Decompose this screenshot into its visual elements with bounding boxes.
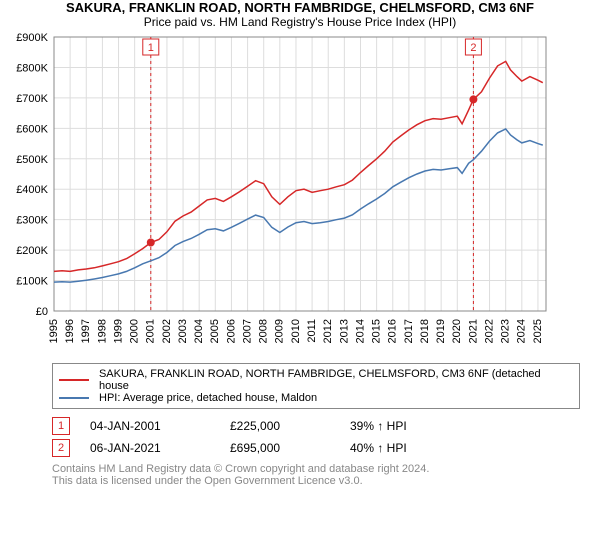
legend: SAKURA, FRANKLIN ROAD, NORTH FAMBRIDGE, … [52, 363, 580, 409]
svg-text:2002: 2002 [161, 319, 173, 343]
chart-subtitle: Price paid vs. HM Land Registry's House … [0, 15, 600, 29]
marker-price: £695,000 [230, 441, 330, 455]
svg-text:2013: 2013 [338, 319, 350, 343]
marker-box: 1 [52, 417, 70, 435]
svg-text:£600K: £600K [16, 123, 48, 135]
svg-text:£200K: £200K [16, 245, 48, 257]
svg-text:2000: 2000 [129, 319, 141, 343]
svg-text:2012: 2012 [322, 319, 334, 343]
svg-text:1: 1 [148, 42, 154, 54]
svg-text:2005: 2005 [209, 319, 221, 343]
legend-swatch [59, 397, 89, 399]
svg-text:1996: 1996 [64, 319, 76, 343]
svg-text:£0: £0 [36, 306, 48, 318]
svg-text:1995: 1995 [48, 319, 60, 343]
svg-text:2006: 2006 [225, 319, 237, 343]
marker-row-2: 2 06-JAN-2021 £695,000 40% ↑ HPI [52, 439, 580, 457]
svg-text:2015: 2015 [371, 319, 383, 343]
svg-text:2003: 2003 [177, 319, 189, 343]
legend-swatch [59, 379, 89, 381]
marker-diff: 40% ↑ HPI [350, 441, 450, 455]
svg-text:2004: 2004 [193, 319, 205, 343]
legend-item-hpi: HPI: Average price, detached house, Mald… [59, 392, 573, 404]
svg-text:2008: 2008 [258, 319, 270, 343]
svg-text:2016: 2016 [387, 319, 399, 343]
svg-text:2023: 2023 [500, 319, 512, 343]
svg-text:2: 2 [470, 42, 476, 54]
svg-text:£800K: £800K [16, 62, 48, 74]
marker-price: £225,000 [230, 419, 330, 433]
svg-text:£400K: £400K [16, 184, 48, 196]
svg-text:2010: 2010 [290, 319, 302, 343]
svg-text:£300K: £300K [16, 215, 48, 227]
svg-text:£900K: £900K [16, 32, 48, 44]
svg-text:2019: 2019 [435, 319, 447, 343]
marker-date: 06-JAN-2021 [90, 441, 210, 455]
svg-text:2017: 2017 [403, 319, 415, 343]
legend-label: HPI: Average price, detached house, Mald… [99, 392, 317, 404]
footer: Contains HM Land Registry data © Crown c… [52, 463, 580, 487]
svg-text:2021: 2021 [467, 319, 479, 343]
footer-line-1: Contains HM Land Registry data © Crown c… [52, 463, 580, 475]
legend-item-property: SAKURA, FRANKLIN ROAD, NORTH FAMBRIDGE, … [59, 368, 573, 392]
svg-text:2001: 2001 [145, 319, 157, 343]
price-chart: £0 £100K £200K £300K £400K £500K £600K £700K £80… [0, 29, 560, 359]
chart-title: SAKURA, FRANKLIN ROAD, NORTH FAMBRIDGE, … [0, 0, 600, 15]
svg-text:2018: 2018 [419, 319, 431, 343]
svg-text:2020: 2020 [451, 319, 463, 343]
svg-text:2014: 2014 [354, 319, 366, 343]
svg-text:1997: 1997 [80, 319, 92, 343]
svg-text:2024: 2024 [516, 319, 528, 343]
svg-text:£500K: £500K [16, 154, 48, 166]
marker-annotations: 1 04-JAN-2001 £225,000 39% ↑ HPI 2 06-JAN-202… [52, 417, 580, 457]
svg-text:2025: 2025 [532, 319, 544, 343]
marker-row-1: 1 04-JAN-2001 £225,000 39% ↑ HPI [52, 417, 580, 435]
svg-text:1998: 1998 [96, 319, 108, 343]
svg-text:2007: 2007 [241, 319, 253, 343]
svg-text:£100K: £100K [16, 276, 48, 288]
marker-diff: 39% ↑ HPI [350, 419, 450, 433]
legend-label: SAKURA, FRANKLIN ROAD, NORTH FAMBRIDGE, … [99, 368, 573, 392]
svg-text:1999: 1999 [112, 319, 124, 343]
marker-date: 04-JAN-2001 [90, 419, 210, 433]
svg-text:£700K: £700K [16, 93, 48, 105]
footer-line-2: This data is licensed under the Open Gov… [52, 475, 580, 487]
svg-text:2011: 2011 [306, 319, 318, 343]
svg-text:2022: 2022 [483, 319, 495, 343]
marker-box: 2 [52, 439, 70, 457]
svg-text:2009: 2009 [274, 319, 286, 343]
